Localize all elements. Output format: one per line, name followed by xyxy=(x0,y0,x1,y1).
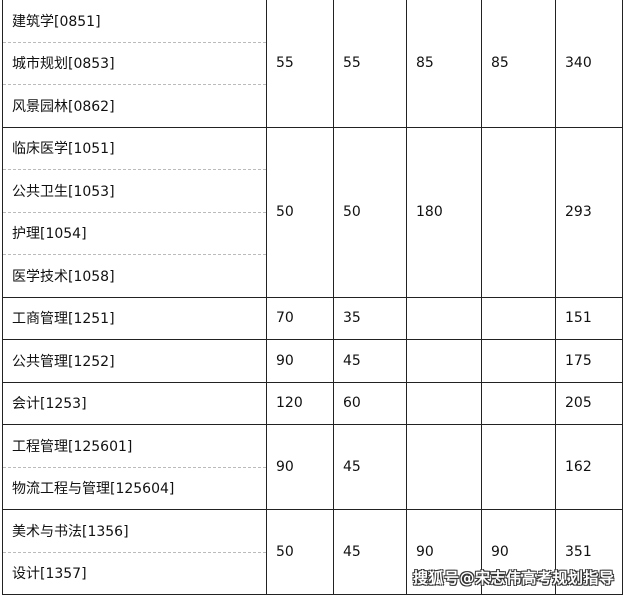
score-cell xyxy=(481,126,556,298)
table-row: 物流工程与管理[125604] xyxy=(2,466,623,510)
score-cell xyxy=(406,424,482,510)
score-cell: 90 xyxy=(481,509,556,595)
score-cell: 180 xyxy=(406,126,482,298)
watermark: 搜狐号@宋志伟高考规划指导 xyxy=(413,569,615,587)
major-name-cell: 城市规划[0853] xyxy=(2,41,267,85)
table-row: 设计[1357] xyxy=(2,551,623,595)
major-name-cell: 物流工程与管理[125604] xyxy=(2,466,267,510)
score-cell: 293 xyxy=(555,126,623,298)
major-name-cell: 公共卫生[1053] xyxy=(2,169,267,213)
score-cell xyxy=(481,424,556,510)
table-row: 建筑学[0851] 55 55 85 85 340 xyxy=(2,0,623,128)
table-row: 美术与书法[1356] 50 45 90 90 351 xyxy=(2,509,623,595)
score-cell: 162 xyxy=(555,424,623,510)
score-cell: 50 xyxy=(266,126,334,298)
score-cell: 151 xyxy=(555,296,623,340)
score-cell xyxy=(481,296,556,340)
score-cell: 45 xyxy=(333,424,407,510)
table-row: 城市规划[0853] xyxy=(2,41,623,85)
score-cell xyxy=(406,381,482,425)
score-cell: 45 xyxy=(333,509,407,595)
major-name-cell: 公共管理[1252] xyxy=(2,339,267,383)
major-name-cell: 临床医学[1051] xyxy=(2,126,267,170)
table-row: 会计[1253] 120 60 205 xyxy=(2,381,623,425)
table-row: 工程管理[125601] 90 45 162 xyxy=(2,424,623,510)
major-name-cell: 工程管理[125601] xyxy=(2,424,267,468)
major-name-cell: 会计[1253] xyxy=(2,381,267,425)
score-cell: 340 xyxy=(555,0,623,128)
score-cell xyxy=(481,381,556,425)
score-cell: 50 xyxy=(266,509,334,595)
score-cell: 90 xyxy=(266,339,334,383)
score-cell: 120 xyxy=(266,381,334,425)
score-cell xyxy=(481,339,556,383)
score-cell: 55 xyxy=(266,0,334,128)
score-cell: 45 xyxy=(333,339,407,383)
score-cell: 351 xyxy=(555,509,623,595)
score-cell: 205 xyxy=(555,381,623,425)
table-row: 临床医学[1051] 50 50 180 293 xyxy=(2,126,623,298)
score-cell: 85 xyxy=(406,0,482,128)
major-name-cell: 美术与书法[1356] xyxy=(2,509,267,553)
major-name-cell: 医学技术[1058] xyxy=(2,254,267,298)
major-name-cell: 风景园林[0862] xyxy=(2,84,267,128)
score-cell: 60 xyxy=(333,381,407,425)
major-name-cell: 护理[1054] xyxy=(2,211,267,255)
score-cell xyxy=(406,296,482,340)
score-cell: 55 xyxy=(333,0,407,128)
table-row: 风景园林[0862] xyxy=(2,84,623,128)
score-cell: 90 xyxy=(266,424,334,510)
score-cell: 50 xyxy=(333,126,407,298)
table-row: 工商管理[1251] 70 35 151 xyxy=(2,296,623,340)
score-cell xyxy=(406,339,482,383)
table-row: 公共管理[1252] 90 45 175 xyxy=(2,339,623,383)
score-cell: 175 xyxy=(555,339,623,383)
major-name-cell: 工商管理[1251] xyxy=(2,296,267,340)
score-cell: 90 xyxy=(406,509,482,595)
major-name-cell: 设计[1357] xyxy=(2,551,267,595)
score-cell: 70 xyxy=(266,296,334,340)
score-cell: 85 xyxy=(481,0,556,128)
score-cell: 35 xyxy=(333,296,407,340)
table-row: 护理[1054] xyxy=(2,211,623,255)
major-name-cell: 建筑学[0851] xyxy=(2,0,267,43)
table-row: 医学技术[1058] xyxy=(2,254,623,298)
